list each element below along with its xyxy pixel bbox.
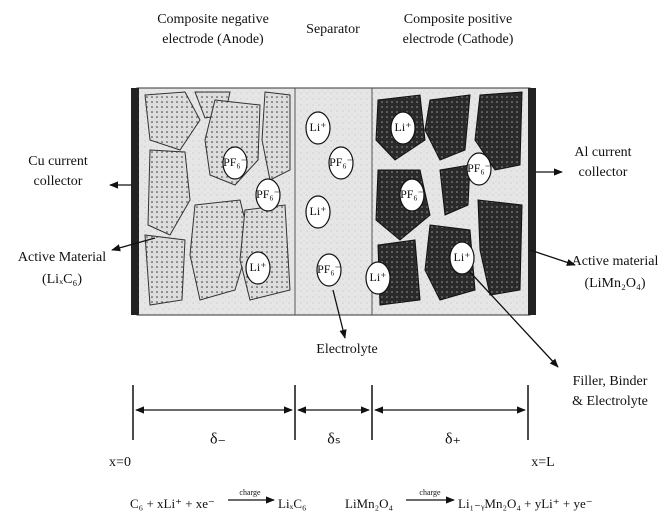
label: (LiMn₂O₄) bbox=[584, 276, 645, 291]
ion bbox=[365, 261, 391, 295]
equation: LiMn₂O₄ bbox=[345, 496, 394, 511]
ion bbox=[245, 251, 271, 285]
ion bbox=[449, 241, 475, 275]
arrow bbox=[469, 271, 559, 368]
ion bbox=[255, 178, 281, 212]
ion bbox=[222, 146, 248, 180]
ion bbox=[305, 195, 331, 229]
equation: LiₓC₆ bbox=[278, 496, 307, 511]
dimensions bbox=[132, 385, 529, 440]
al-collector bbox=[528, 88, 536, 315]
dim-label: δ₋ bbox=[210, 431, 226, 448]
equation-arrow-label: charge bbox=[419, 488, 441, 497]
header: electrode (Anode) bbox=[162, 32, 264, 47]
equation: C₆ + xLi⁺ + xe⁻ bbox=[130, 496, 215, 511]
ion-label: Li⁺ bbox=[370, 270, 387, 284]
arrow bbox=[111, 237, 156, 252]
label: collector bbox=[579, 165, 628, 180]
ion bbox=[399, 178, 425, 212]
ion bbox=[466, 152, 492, 186]
ion-label: PF₆⁻ bbox=[317, 262, 341, 276]
header: Composite negative bbox=[157, 12, 269, 27]
ion-label: PF₆⁻ bbox=[400, 187, 424, 201]
ion-label: Li⁺ bbox=[250, 260, 267, 274]
label: Cu current bbox=[28, 154, 88, 169]
ion bbox=[305, 111, 331, 145]
header: Separator bbox=[306, 22, 360, 37]
label: collector bbox=[34, 174, 83, 189]
dim-label: δₛ bbox=[327, 431, 341, 448]
ion bbox=[390, 111, 416, 145]
label: Filler, Binder bbox=[573, 374, 648, 389]
ion-label: Li⁺ bbox=[310, 120, 327, 134]
cu-collector bbox=[131, 88, 139, 315]
arrow bbox=[529, 249, 576, 266]
label: Al current bbox=[574, 145, 631, 160]
dim-label: x=L bbox=[531, 455, 554, 470]
equation-arrow-label: charge bbox=[239, 488, 261, 497]
label: (LiₓC₆) bbox=[42, 272, 82, 287]
ion-label: PF₆⁻ bbox=[256, 187, 280, 201]
label: Electrolyte bbox=[316, 342, 377, 357]
ion-label: Li⁺ bbox=[454, 250, 471, 264]
label: & Electrolyte bbox=[572, 394, 648, 409]
ion-label: Li⁺ bbox=[395, 120, 412, 134]
dim-label: x=0 bbox=[109, 455, 131, 470]
label: Active Material bbox=[18, 250, 106, 265]
ion bbox=[316, 253, 342, 287]
ion-label: PF₆⁻ bbox=[223, 155, 247, 169]
arrow bbox=[332, 289, 347, 339]
ion bbox=[328, 146, 354, 180]
header: Composite positive bbox=[404, 12, 513, 27]
label: Active material bbox=[572, 254, 659, 269]
ion-label: PF₆⁻ bbox=[467, 161, 491, 175]
dim-label: δ₊ bbox=[445, 431, 461, 448]
ion-label: Li⁺ bbox=[310, 204, 327, 218]
header: electrode (Cathode) bbox=[403, 32, 514, 47]
equation: Li₁₋ᵧMn₂O₄ + yLi⁺ + ye⁻ bbox=[458, 496, 593, 512]
ion-label: PF₆⁻ bbox=[329, 155, 353, 169]
